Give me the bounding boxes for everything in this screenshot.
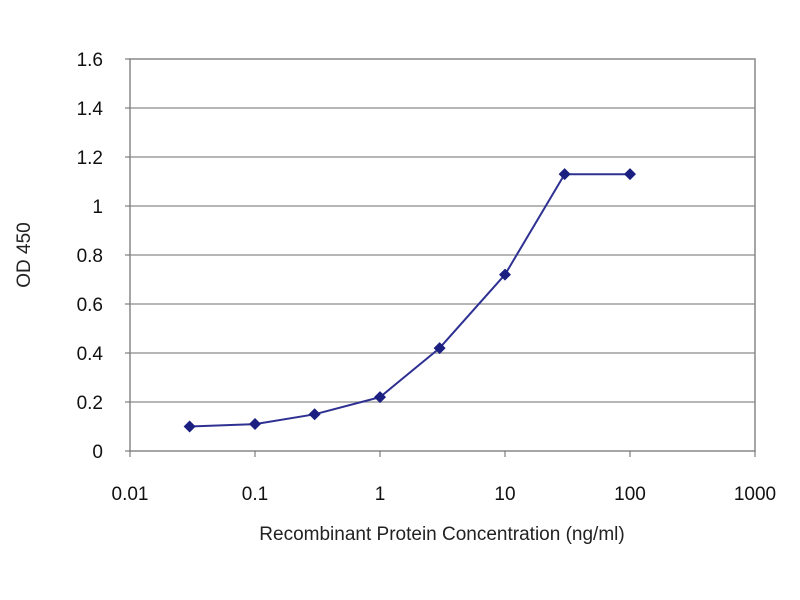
data-point (558, 168, 571, 181)
y-axis-title: OD 450 (14, 222, 35, 287)
y-tick-label: 0.8 (77, 246, 103, 267)
series-group (183, 168, 636, 433)
x-tick-label: 100 (614, 484, 646, 505)
y-tick-label: 1.2 (77, 148, 103, 169)
y-tick-label: 1.6 (77, 50, 103, 71)
data-point (374, 391, 386, 404)
x-tick-label: 1 (375, 484, 386, 505)
data-point (249, 418, 261, 431)
x-axis-title: Recombinant Protein Concentration (ng/ml… (259, 524, 624, 545)
y-tick-label: 1 (92, 197, 103, 218)
x-tick-label: 0.01 (112, 484, 149, 505)
series-line (189, 173, 630, 428)
data-point (433, 342, 446, 355)
y-tick-label: 0.6 (77, 295, 103, 316)
y-axis: 0 0.2 0.4 0.6 0.8 1 1.2 1.4 1.6 (77, 50, 130, 463)
y-tick-label: 0.2 (77, 393, 103, 414)
data-point (499, 268, 511, 281)
y-tick-label: 0.4 (77, 344, 104, 365)
gridlines (130, 107, 755, 403)
y-tick-label: 1.4 (77, 99, 104, 120)
x-axis: 0.01 0.1 1 10 100 1000 (112, 451, 776, 505)
data-point (183, 420, 196, 433)
y-tick-label: 0 (92, 442, 103, 463)
x-tick-label: 10 (494, 484, 515, 505)
data-point (308, 408, 321, 421)
x-tick-label: 1000 (734, 484, 776, 505)
data-point (624, 168, 636, 181)
x-tick-label: 0.1 (242, 484, 268, 505)
